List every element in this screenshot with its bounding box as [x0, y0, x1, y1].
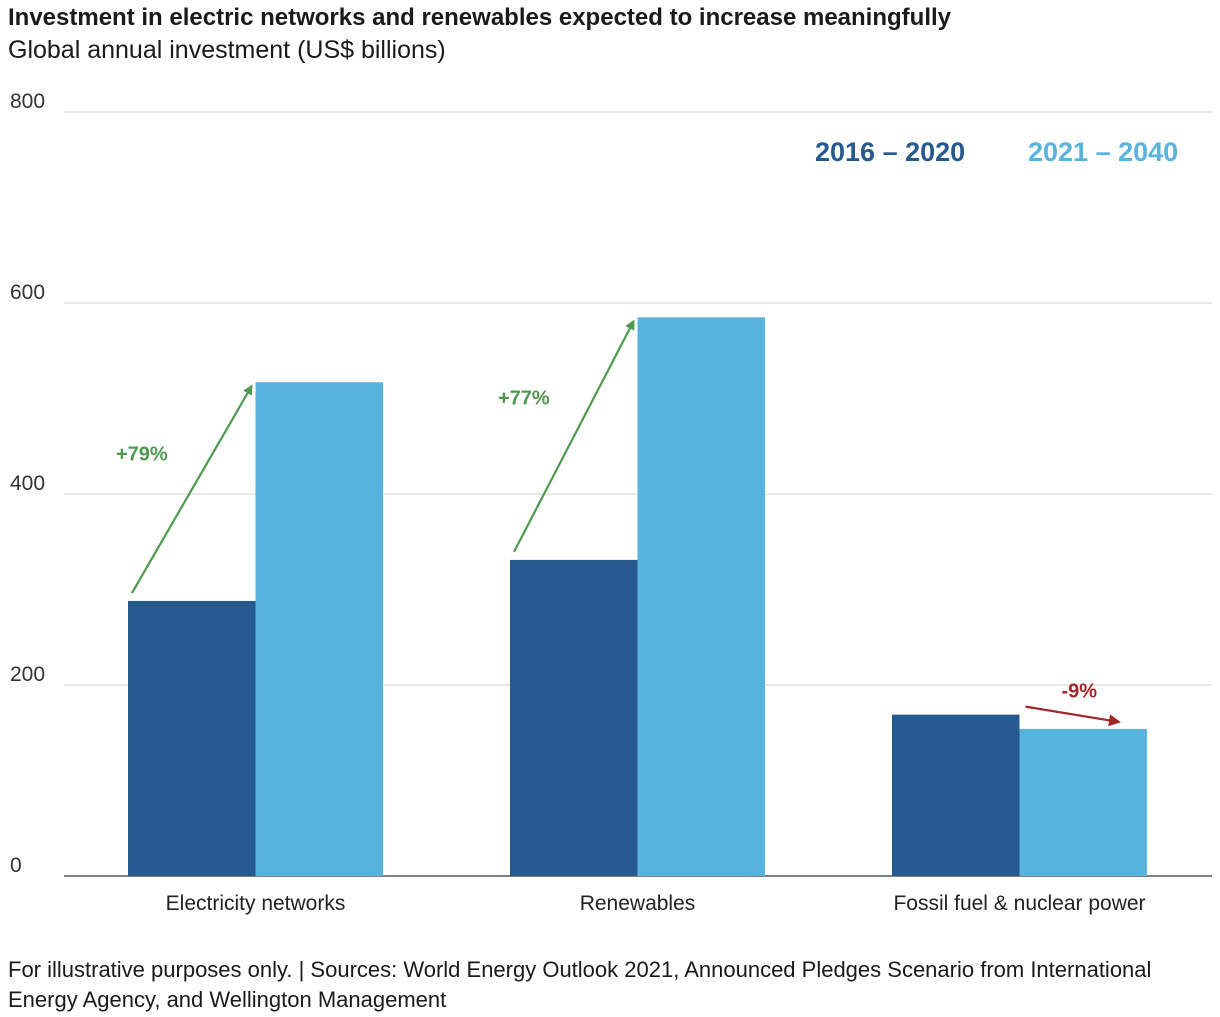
bar-series2-2 [1019, 728, 1147, 876]
y-tick-label: 0 [10, 854, 22, 877]
x-category-label: Fossil fuel & nuclear power [893, 892, 1145, 915]
legend-entry-1: 2016 – 2020 [815, 137, 965, 167]
bar-series1-2 [892, 714, 1020, 876]
bars [128, 317, 1147, 876]
chart-subtitle: Global annual investment (US$ billions) [8, 36, 446, 64]
bar-chart: +79% +77% -9% 0 200 400 600 800 Electricity net… [10, 90, 1212, 915]
chart-title: Investment in electric networks and rene… [8, 4, 951, 31]
bar-series2-0 [255, 382, 383, 876]
axis-labels: 0 200 400 600 800 Electricity networks Renewab… [10, 90, 1146, 915]
legend-entry-2: 2021 – 2040 [1028, 137, 1178, 167]
footer-source-note: For illustrative purposes only. | Source… [8, 957, 1152, 1012]
y-tick-label: 200 [10, 663, 45, 686]
growth-annotations: +79% +77% -9% [116, 319, 1121, 727]
change-percent-label: -9% [1062, 681, 1098, 703]
bar-series1-1 [510, 559, 638, 876]
decline-arrow [1025, 705, 1121, 727]
change-percent-label: +79% [116, 443, 168, 465]
growth-arrow [513, 319, 635, 553]
y-tick-label: 800 [10, 90, 45, 113]
bar-series2-1 [637, 317, 765, 876]
growth-arrow [131, 384, 253, 594]
legend: 2016 – 2020 2021 – 2040 [815, 137, 1178, 167]
x-category-label: Electricity networks [166, 892, 346, 915]
change-percent-label: +77% [498, 388, 550, 410]
x-category-label: Renewables [580, 892, 696, 915]
bar-series1-0 [128, 600, 256, 876]
y-tick-label: 600 [10, 281, 45, 304]
y-tick-label: 400 [10, 472, 45, 495]
